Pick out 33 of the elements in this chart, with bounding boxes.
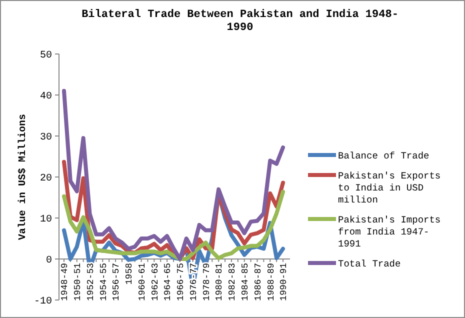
line-series: [62, 190, 285, 261]
legend-label: Pakistan's Imports from India 1947-1991: [338, 214, 441, 250]
line-series: [62, 88, 285, 261]
y-tick-label: 20: [40, 174, 52, 184]
legend-label: Balance of Trade: [338, 150, 430, 162]
chart-title: Bilateral Trade Between Pakistan and India 1948-1990: [82, 9, 398, 34]
x-tick-label: 1964-65: [163, 263, 174, 301]
x-tick-label: 1960-61: [137, 263, 148, 301]
x-tick-label: 1978-79: [202, 263, 212, 301]
x-tick-label: 1950-51: [73, 263, 84, 301]
y-tick-label: -10: [34, 296, 52, 308]
x-tick-label: 1962-63: [150, 263, 160, 301]
y-tick-label: 40: [40, 92, 52, 102]
y-tick-label: 10: [40, 214, 52, 226]
x-tick-label: 1954-55: [98, 263, 109, 301]
x-tick-label: 1948-49: [60, 263, 70, 301]
x-tick-label: 1986-87: [253, 263, 264, 301]
x-tick-label: 1990-91: [279, 263, 290, 301]
x-tick-label: 1980-81: [214, 263, 225, 301]
y-tick-label: 0: [46, 256, 52, 266]
legend-label: Total Trade: [338, 258, 402, 270]
x-tick-label: 1976-77: [188, 263, 199, 301]
x-tick-label: 1952-53: [86, 263, 96, 301]
x-tick-label: 1984-85: [240, 263, 251, 301]
x-tick-label: 1958: [124, 263, 135, 285]
x-tick-label: 1966-75: [176, 263, 186, 301]
legend-label: Pakistan's Exports to India in USD million: [338, 170, 441, 206]
y-axis-title: Value in US$ Millions: [17, 114, 29, 240]
x-tick-label: 1988-89: [266, 263, 276, 301]
y-tick-label: 30: [40, 132, 52, 144]
x-tick-label: 1982-83: [228, 263, 238, 301]
x-tick-label: 1956-57: [112, 263, 122, 301]
y-tick-label: 50: [40, 50, 52, 62]
